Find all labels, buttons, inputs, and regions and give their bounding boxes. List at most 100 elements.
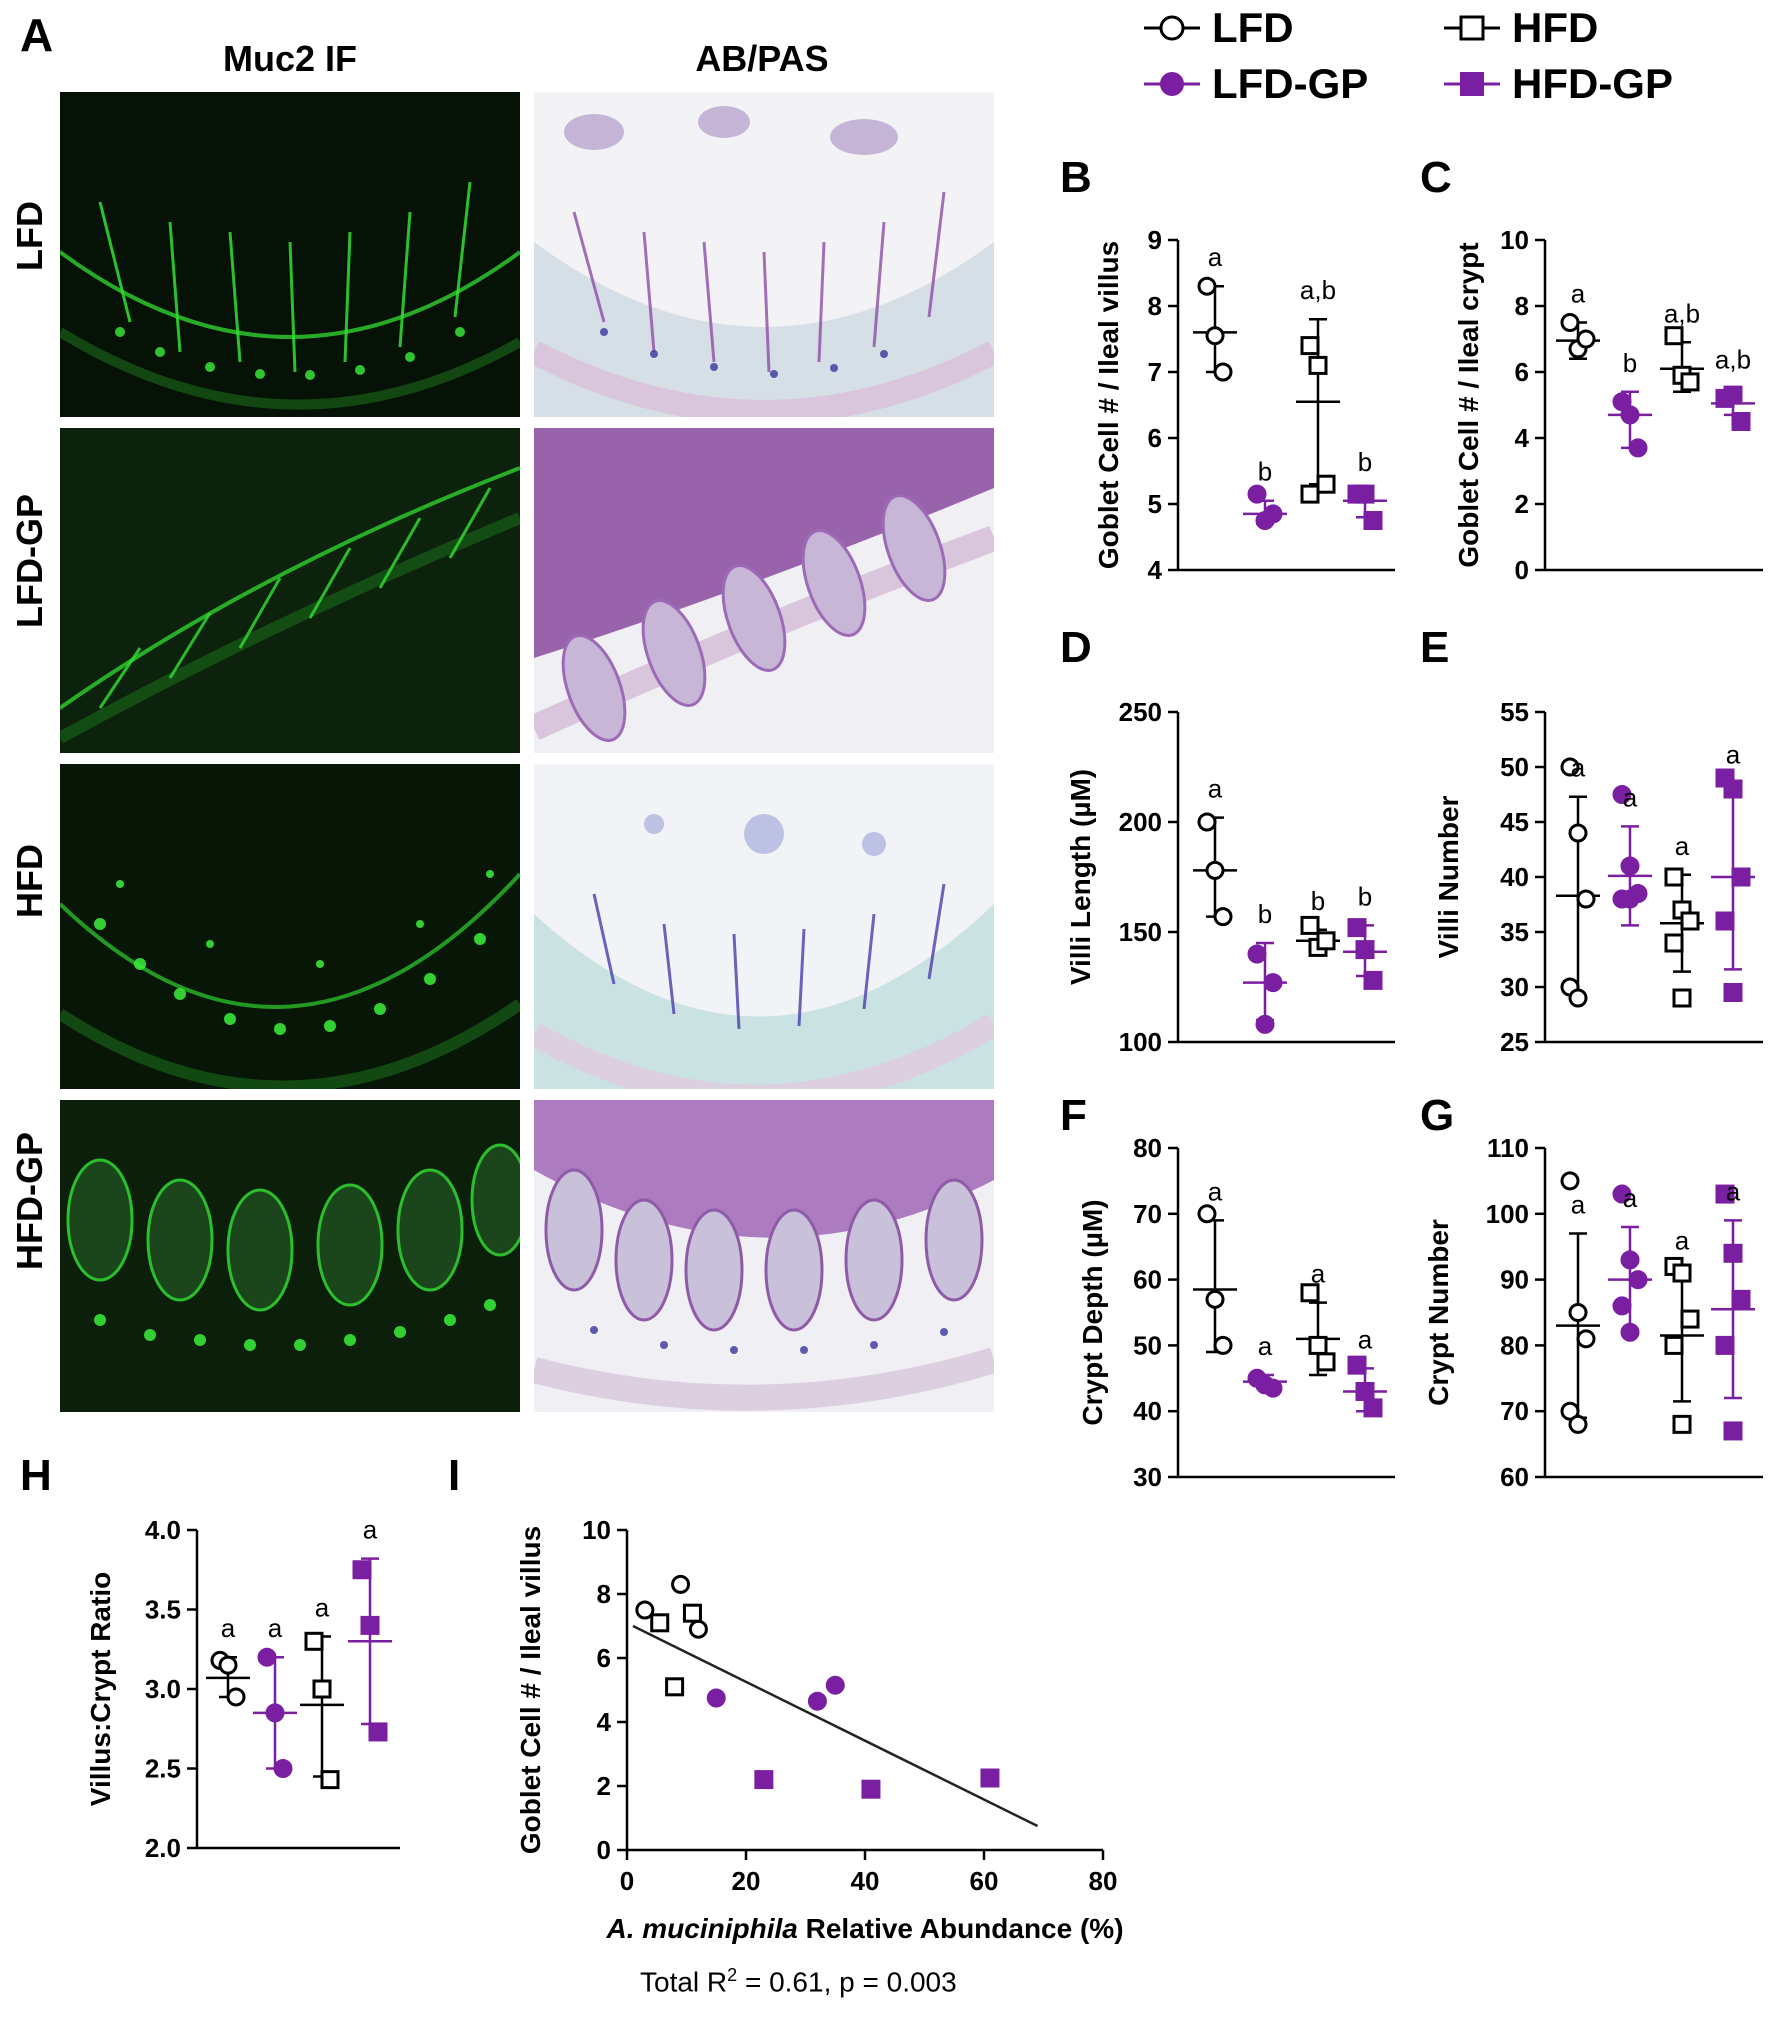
chart-i: I 0 2 4 6 8 10 Goblet Cell # / Ileal villus 0 20 4… xyxy=(448,1451,1124,1944)
data-point-lfd-gp xyxy=(1255,1014,1275,1034)
x-tick-label: 0 xyxy=(620,1866,634,1896)
data-point-lfd xyxy=(1197,276,1217,296)
y-tick-label: 5 xyxy=(1148,489,1162,519)
panel-letter-i: I xyxy=(448,1451,460,1500)
data-point-lfd xyxy=(1205,1289,1225,1309)
regression-stats: Total R2 = 0.61, p = 0.003 xyxy=(640,1965,1440,1998)
significance-letter: a,b xyxy=(1715,345,1751,375)
data-point-lfd-gp xyxy=(1612,392,1632,412)
legend-item-lfd: LFD xyxy=(1140,4,1294,52)
legend-marker-square-filled-icon xyxy=(1444,72,1500,96)
micrograph-abpas-lfd-gp xyxy=(534,428,994,753)
data-point-hfd xyxy=(1316,1352,1336,1372)
data-point-lfd xyxy=(1568,1414,1588,1434)
column-header-ab-pas: AB/PAS xyxy=(695,38,829,79)
data-point-hfd xyxy=(1672,988,1692,1008)
y-tick-label: 2 xyxy=(1515,489,1529,519)
data-point-hfd xyxy=(650,1613,670,1633)
data-point-hfd-gp xyxy=(1363,511,1383,530)
data-point-lfd xyxy=(1576,1329,1596,1349)
chart-b: B 4 5 6 7 8 9 Goblet Cell # / Ileal villus a b a,b… xyxy=(1060,153,1395,585)
chart-c: C 0 2 4 6 8 10 Goblet Cell # / Ileal crypt a b a,b… xyxy=(1420,153,1763,585)
y-tick-label: 4.0 xyxy=(145,1515,181,1545)
significance-letter: a xyxy=(1623,782,1638,812)
data-point-hfd xyxy=(1308,355,1328,375)
y-tick-label: 25 xyxy=(1500,1027,1529,1057)
legend-item-hfd: HFD xyxy=(1440,4,1598,52)
y-axis-label: Crypt Number xyxy=(1423,1219,1454,1406)
significance-letter: a xyxy=(1571,279,1586,309)
y-tick-label: 4 xyxy=(1515,423,1530,453)
data-point-lfd-gp xyxy=(825,1675,845,1695)
data-point-lfd-gp xyxy=(257,1647,277,1667)
data-point-hfd xyxy=(1664,867,1684,887)
data-point-lfd-gp xyxy=(706,1688,726,1708)
data-point-hfd xyxy=(1664,1335,1684,1355)
data-point-lfd-gp xyxy=(1612,785,1632,804)
y-tick-label: 3.5 xyxy=(145,1595,181,1625)
data-point-hfd xyxy=(1680,1309,1700,1329)
data-point-lfd-gp xyxy=(1620,1322,1640,1342)
data-point-hfd xyxy=(312,1679,332,1699)
data-point-hfd-gp xyxy=(1347,918,1367,938)
legend-item-hfd-gp: HFD-GP xyxy=(1440,60,1673,108)
data-point-hfd xyxy=(1300,1283,1320,1303)
y-tick-label: 45 xyxy=(1500,807,1529,837)
y-tick-label: 8 xyxy=(597,1579,611,1609)
chart-d: D 100 150 200 250 Villi Length (µM) a b b b xyxy=(1060,623,1395,1057)
data-point-lfd-gp xyxy=(1263,973,1283,993)
y-tick-label: 200 xyxy=(1119,807,1162,837)
y-axis-label: Villus:Crypt Ratio xyxy=(85,1572,116,1806)
y-tick-label: 80 xyxy=(1500,1330,1529,1360)
x-tick-label: 60 xyxy=(970,1866,999,1896)
data-point-hfd xyxy=(1672,1414,1692,1434)
x-axis-label: A. muciniphila Relative Abundance (%) xyxy=(605,1913,1123,1944)
y-tick-label: 0 xyxy=(597,1835,611,1865)
micrograph-if-hfd-gp xyxy=(60,1100,520,1412)
panel-letter-g: G xyxy=(1420,1091,1454,1140)
y-tick-label: 2 xyxy=(597,1771,611,1801)
y-tick-label: 10 xyxy=(582,1515,611,1545)
micrograph-if-lfd xyxy=(60,92,520,417)
y-tick-label: 110 xyxy=(1487,1133,1529,1163)
data-point-hfd xyxy=(1680,911,1700,931)
data-point-lfd xyxy=(1205,326,1225,346)
legend-label: HFD xyxy=(1512,4,1599,51)
significance-letter: b xyxy=(1311,886,1325,916)
y-tick-label: 3.0 xyxy=(145,1674,181,1704)
data-point-lfd xyxy=(1568,1303,1588,1322)
data-point-hfd-gp xyxy=(861,1779,881,1799)
data-point-hfd-gp xyxy=(1715,1335,1735,1355)
data-point-lfd xyxy=(635,1600,655,1620)
x-tick-label: 40 xyxy=(851,1866,880,1896)
data-point-lfd xyxy=(1205,860,1225,880)
y-tick-label: 90 xyxy=(1500,1265,1529,1295)
legend-label: HFD-GP xyxy=(1512,60,1673,107)
data-point-hfd-gp xyxy=(352,1560,372,1580)
y-tick-label: 30 xyxy=(1500,972,1529,1002)
chart-g: G 60 70 80 90 100 110 Crypt Number a a a a xyxy=(1420,1091,1763,1492)
stats-text: Total R xyxy=(640,1966,728,1998)
y-tick-label: 70 xyxy=(1500,1396,1529,1426)
data-point-lfd xyxy=(1576,329,1596,349)
data-point-lfd xyxy=(1560,1401,1580,1421)
data-point-hfd xyxy=(1316,931,1336,951)
data-point-hfd xyxy=(1316,474,1336,494)
data-point-hfd-gp xyxy=(1723,983,1743,1002)
data-point-hfd-gp xyxy=(1347,1355,1367,1375)
data-point-hfd-gp xyxy=(1355,940,1375,960)
y-tick-label: 80 xyxy=(1133,1133,1162,1163)
data-point-lfd-gp xyxy=(1620,405,1640,425)
significance-letter: a xyxy=(221,1613,236,1643)
significance-letter: a xyxy=(1311,1259,1326,1289)
y-tick-label: 100 xyxy=(1486,1199,1529,1229)
significance-letter: a xyxy=(268,1613,283,1643)
y-tick-label: 50 xyxy=(1133,1330,1162,1360)
data-point-hfd-gp xyxy=(360,1615,380,1635)
y-tick-label: 2.0 xyxy=(145,1833,181,1863)
data-point-lfd-gp xyxy=(1628,1270,1648,1290)
panel-letter-a: A xyxy=(20,9,54,61)
significance-letter: a xyxy=(315,1593,330,1623)
y-tick-label: 7 xyxy=(1148,357,1162,387)
